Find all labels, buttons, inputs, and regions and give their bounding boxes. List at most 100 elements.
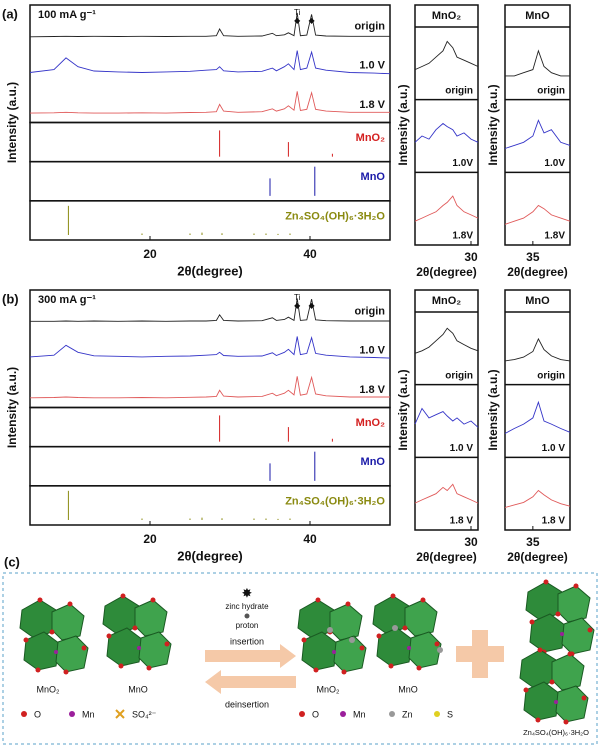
trace xyxy=(504,337,571,362)
chart-title: MnO₂ xyxy=(432,295,461,307)
trace xyxy=(30,298,390,322)
legend-label: O xyxy=(34,709,41,719)
panel-label: (b) xyxy=(2,291,19,306)
crystal-label: MnO xyxy=(128,684,148,694)
series-label: origin xyxy=(354,20,385,32)
trace xyxy=(504,119,571,149)
legend-dot xyxy=(340,711,346,717)
trace xyxy=(505,49,570,77)
crystal-label: MnO₂ xyxy=(317,684,341,694)
x-tick-label: 40 xyxy=(303,532,317,546)
plus xyxy=(456,630,504,678)
x-tick-label: 35 xyxy=(526,250,540,264)
crystal xyxy=(102,593,172,671)
frame xyxy=(29,160,391,202)
frame xyxy=(414,4,479,246)
x-axis-label: 2θ(degree) xyxy=(177,263,243,278)
legend-label: S xyxy=(447,709,453,719)
arrow-label: insertion xyxy=(230,636,264,646)
series-label: 1.0V xyxy=(544,158,565,169)
frame xyxy=(29,121,391,163)
x-tick-label: 40 xyxy=(303,247,317,261)
series-label: 1.8 V xyxy=(450,516,474,527)
y-axis-label: Intensity (a.u.) xyxy=(396,84,410,165)
legend-label: Mn xyxy=(82,709,95,719)
crystal xyxy=(372,593,442,671)
frame xyxy=(504,289,571,531)
legend-label: Zn xyxy=(402,709,413,719)
frame xyxy=(29,445,391,487)
reference-label: MnO₂ xyxy=(356,417,385,429)
frame xyxy=(29,200,391,241)
x-tick-label: 35 xyxy=(526,535,540,549)
frame xyxy=(29,4,391,124)
reference-label: MnO₂ xyxy=(356,132,385,144)
x-axis-label: 2θ(degree) xyxy=(507,265,568,279)
trace xyxy=(29,375,390,399)
x-axis-label: 2θ(degree) xyxy=(177,548,243,563)
x-axis-label: 2θ(degree) xyxy=(416,550,477,564)
series-label: 1.8 V xyxy=(542,516,566,527)
series-label: 1.0 V xyxy=(542,443,566,454)
diagram-frame xyxy=(2,572,598,745)
icon xyxy=(244,613,250,619)
chart-title: MnO xyxy=(525,10,550,22)
trace xyxy=(29,336,391,359)
chart-title: MnO xyxy=(525,295,550,307)
legend-label: Mn xyxy=(353,709,366,719)
annotation: ◆ xyxy=(294,301,301,310)
arrow xyxy=(205,644,296,668)
series-label: 1.0V xyxy=(452,158,473,169)
x-axis-label: 2θ(degree) xyxy=(507,550,568,564)
x-axis-label: 2θ(degree) xyxy=(416,265,477,279)
x-tick-label: 30 xyxy=(464,535,478,549)
zn-ion xyxy=(327,627,333,633)
trace xyxy=(414,195,479,222)
species-label: proton xyxy=(236,621,259,630)
series-label: 1.8V xyxy=(544,231,565,242)
trace xyxy=(504,489,571,508)
crystal xyxy=(519,647,589,725)
series-label: origin xyxy=(445,370,473,381)
series-label: 1.8 V xyxy=(359,99,385,111)
series-label: origin xyxy=(537,85,565,96)
arrow-label: deinsertion xyxy=(225,699,269,709)
y-axis-label: Intensity (a.u.) xyxy=(5,82,19,163)
y-axis-label: Intensity (a.u.) xyxy=(396,369,410,450)
trace xyxy=(29,90,390,114)
reference-label: MnO xyxy=(361,456,386,468)
arrow xyxy=(205,670,296,694)
series-label: origin xyxy=(445,85,473,96)
y-axis-label: Intensity (a.u.) xyxy=(486,84,500,165)
frame xyxy=(29,289,391,409)
reference-label: MnO xyxy=(361,171,386,183)
annotation: Ti xyxy=(294,293,301,302)
y-axis-label: Intensity (a.u.) xyxy=(5,367,19,448)
legend-icon xyxy=(115,709,125,719)
legend-dot xyxy=(69,711,75,717)
trace xyxy=(414,407,479,428)
annotation: ◆ xyxy=(309,301,316,310)
reference-label: Zn₄SO₄(OH)₆·3H₂O xyxy=(285,210,385,222)
x-tick-label: 20 xyxy=(143,247,157,261)
trace xyxy=(29,12,390,38)
legend-dot xyxy=(434,711,440,717)
frame xyxy=(504,4,571,246)
crystal-label: MnO xyxy=(398,684,418,694)
crystal xyxy=(19,597,89,675)
reference-label: Zn₄SO₄(OH)₆·3H₂O xyxy=(285,495,385,507)
crystal-label: MnO₂ xyxy=(37,684,61,694)
icon: ✸ xyxy=(242,585,253,600)
x-tick-label: 20 xyxy=(143,532,157,546)
frame xyxy=(414,289,479,531)
legend-dot xyxy=(21,711,27,717)
crystal xyxy=(297,597,367,675)
crystal-label: Zn₄SO₄(OH)₆·3H₂O xyxy=(523,728,589,737)
frame xyxy=(29,406,391,448)
zn-ion xyxy=(437,647,443,653)
annotation: ◆ xyxy=(309,16,316,25)
annotation: ◆ xyxy=(294,16,301,25)
x-tick-label: 30 xyxy=(464,250,478,264)
legend-dot xyxy=(389,711,395,717)
